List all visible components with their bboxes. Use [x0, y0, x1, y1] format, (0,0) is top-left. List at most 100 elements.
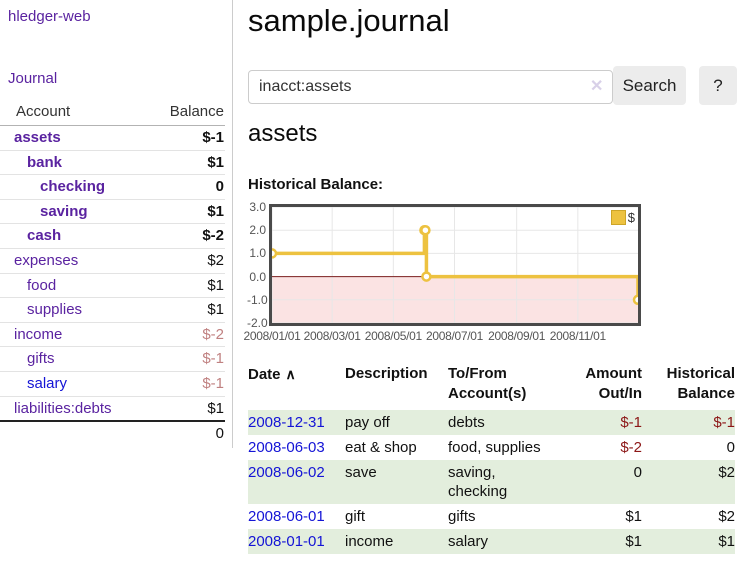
register-header-tofrom: To/From Account(s) [448, 365, 527, 402]
chart-plot: $ [269, 204, 641, 326]
account-row: supplies $1 [0, 297, 225, 323]
register-description: save [345, 464, 377, 481]
nav-journal-link[interactable]: Journal [8, 70, 58, 87]
account-link-expenses[interactable]: expenses [14, 251, 79, 269]
accounts-header-account: Account [0, 100, 151, 126]
register-amount: 0 [633, 464, 642, 481]
brand-link[interactable]: hledger-web [8, 8, 91, 25]
register-table: Date ∧ Description To/From Account(s) Amo… [248, 360, 735, 554]
account-row: food $1 [0, 272, 225, 298]
register-row: 2008-12-31 pay off debts $-1 $-1 [248, 410, 735, 435]
account-link-salary[interactable]: salary [27, 374, 68, 392]
account-balance: $-1 [150, 370, 225, 397]
search-input[interactable] [248, 70, 613, 104]
accounts-header-balance: Balance [150, 100, 225, 126]
y-tick-label: 1.0 [249, 246, 266, 261]
y-tick-label: 3.0 [249, 200, 266, 214]
account-balance: $2 [150, 247, 225, 274]
x-tick-label: 2008/03/01 [303, 329, 361, 343]
account-balance: 0 [150, 174, 225, 200]
account-balance: $-2 [150, 223, 225, 249]
account-link-cash[interactable]: cash [27, 227, 62, 245]
register-balance: $-1 [713, 414, 735, 431]
register-date: 2008-06-02 [248, 460, 345, 504]
register-amount: $1 [625, 533, 642, 550]
page-title: sample.journal [248, 3, 450, 38]
y-tick-label: -2.0 [247, 316, 268, 330]
transaction-date-link[interactable]: 2008-06-02 [248, 464, 325, 481]
chart-legend: $ [610, 210, 635, 225]
accounts-table: Account Balance assets $-1 bank $1 checking 0… [0, 100, 225, 447]
transaction-date-link[interactable]: 2008-01-01 [248, 533, 325, 550]
register-amount: $-2 [620, 439, 642, 456]
sidebar: hledger-web Journal Account Balance asse… [0, 0, 233, 448]
transaction-date-link[interactable]: 2008-06-03 [248, 439, 325, 456]
transaction-date-link[interactable]: 2008-12-31 [248, 414, 325, 431]
historical-balance-chart: 3.0 2.0 1.0 0.0 -1.0 -2.0 $ 2008/01/01 2008/03… [243, 200, 737, 348]
account-link-gifts[interactable]: gifts [27, 350, 55, 368]
register-balance: $1 [718, 533, 735, 550]
account-link-bank[interactable]: bank [27, 153, 63, 171]
x-tick-label: 2008/07/01 [425, 329, 484, 343]
account-row: assets $-1 [0, 126, 225, 151]
transaction-date-link[interactable]: 2008-06-01 [248, 508, 325, 525]
account-balance: $-2 [150, 321, 225, 347]
register-date: 2008-06-03 [248, 435, 345, 460]
account-balance: $-1 [150, 346, 225, 372]
legend-swatch-icon [610, 210, 626, 225]
account-balance: $1 [150, 297, 225, 323]
account-link-assets[interactable]: assets [14, 129, 61, 146]
register-row: 2008-06-01 gift gifts $1 $2 [248, 504, 735, 529]
account-link-liabilities-debts[interactable]: liabilities:debts [14, 399, 112, 417]
y-tick-label: 0.0 [249, 269, 266, 284]
account-row: cash $-2 [0, 223, 225, 249]
x-tick-label: 2008/01/01 [243, 329, 301, 343]
register-amount: $-1 [620, 414, 642, 431]
register-header-balance: Historical Balance [666, 365, 735, 402]
register-accounts: saving, checking [448, 464, 508, 500]
register-accounts: gifts [448, 508, 476, 525]
account-link-food[interactable]: food [27, 276, 57, 294]
account-row: income $-2 [0, 321, 225, 347]
account-row: checking 0 [0, 174, 225, 200]
account-title: assets [248, 120, 318, 147]
register-description: pay off [345, 414, 390, 431]
x-tick-label: 2008/05/01 [364, 329, 422, 343]
account-link-checking[interactable]: checking [40, 178, 106, 196]
register-balance: $2 [718, 508, 735, 525]
chart-title: Historical Balance: [248, 176, 384, 193]
account-link-saving[interactable]: saving [40, 202, 88, 220]
legend-label: $ [627, 210, 635, 225]
account-balance: $1 [150, 395, 225, 422]
account-link-supplies[interactable]: supplies [27, 301, 83, 319]
register-description: gift [345, 508, 366, 525]
register-header-date[interactable]: Date ∧ [248, 366, 296, 383]
accounts-total-row: 0 [0, 420, 225, 447]
register-header-description: Description [345, 365, 428, 382]
search-button[interactable]: Search [613, 66, 686, 105]
register-balance: $2 [718, 464, 735, 481]
register-accounts: debts [448, 414, 485, 431]
register-row: 2008-01-01 income salary $1 $1 [248, 529, 735, 554]
register-row: 2008-06-03 eat & shop food, supplies $-2 0 [248, 435, 735, 460]
account-balance: $1 [150, 272, 225, 298]
x-tick-label: 2008/09/01 [488, 329, 546, 343]
register-date: 2008-12-31 [248, 410, 345, 435]
accounts-total-value: 0 [150, 420, 225, 447]
account-link-income[interactable]: income [14, 325, 63, 343]
account-row: salary $-1 [0, 370, 225, 397]
x-tick-label: 2008/11/01 [549, 329, 606, 343]
register-amount: $1 [625, 508, 642, 525]
clear-search-icon[interactable]: ✕ [590, 78, 604, 95]
register-description: eat & shop [345, 439, 417, 456]
help-button[interactable]: ? [699, 66, 737, 105]
account-balance: $1 [150, 198, 225, 224]
sort-asc-icon: ∧ [285, 366, 296, 382]
register-accounts: food, supplies [448, 439, 541, 456]
main-content: sample.journal ✕ Search ? assets Histori… [243, 0, 742, 582]
account-balance: $-1 [202, 129, 224, 146]
y-tick-label: 2.0 [249, 223, 266, 238]
register-row: 2008-06-02 save saving, checking 0 $2 [248, 460, 735, 504]
register-date: 2008-06-01 [248, 504, 345, 529]
register-balance: 0 [726, 439, 735, 456]
